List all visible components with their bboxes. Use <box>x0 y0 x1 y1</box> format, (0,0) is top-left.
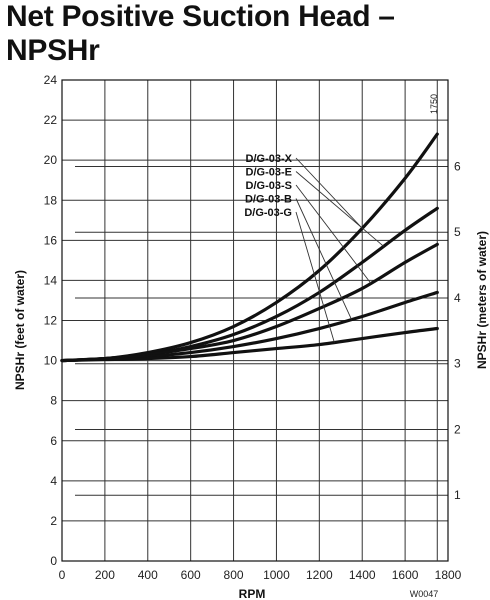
y2-tick-label: 2 <box>454 422 461 436</box>
legend-entry: D/G-03-S <box>246 180 292 192</box>
leader-line <box>295 184 372 284</box>
x-tick-label: 200 <box>95 568 115 582</box>
tick-labels: 0 200 400 600 800 1000 1200 1400 1600 18000246810… <box>44 73 462 582</box>
x-tick-label: 1000 <box>263 568 290 582</box>
leader-line <box>295 157 363 229</box>
title-line-1: Net Positive Suction Head – <box>6 0 395 33</box>
series-line <box>60 206 439 363</box>
y-tick-label: 2 <box>50 514 57 528</box>
y-tick-label: 18 <box>44 193 58 207</box>
y-tick-label: 22 <box>44 113 58 127</box>
y-tick-label: 16 <box>44 233 58 247</box>
x-tick-label: 600 <box>181 568 201 582</box>
x-tick-label: 1400 <box>349 568 376 582</box>
title-line-2: NPSHr <box>6 34 100 67</box>
y-axis-label: NPSHr (feet of water) <box>13 270 27 390</box>
x-tick-label: 1200 <box>306 568 333 582</box>
plot-border <box>61 79 449 562</box>
y-tick-label: 4 <box>50 474 57 488</box>
legend-entry: D/G-03-G <box>244 207 292 219</box>
rpm-marker-label: 1750 <box>429 94 439 114</box>
y2-tick-label: 4 <box>454 291 461 305</box>
y-tick-label: 10 <box>44 354 58 368</box>
y2-tick-label: 5 <box>454 225 461 239</box>
series-line <box>60 326 439 363</box>
figure-code: W0047 <box>410 589 439 599</box>
grid-lines <box>62 80 448 561</box>
leader-line <box>295 198 352 320</box>
y-tick-label: 12 <box>44 314 58 328</box>
y-tick-label: 20 <box>44 153 58 167</box>
legend-entry: D/G-03-E <box>246 167 292 179</box>
x-axis-label: RPM <box>239 587 266 600</box>
y-tick-label: 24 <box>44 73 58 87</box>
meters-grid-lines <box>75 165 448 496</box>
leader-line <box>295 211 335 343</box>
chart-title: Net Positive Suction Head – NPSHr <box>6 0 395 68</box>
y-tick-label: 6 <box>50 434 57 448</box>
plot-frame <box>61 79 449 562</box>
leader-line <box>295 171 384 247</box>
y2-tick-label: 6 <box>454 159 461 173</box>
y2-axis-label: NPSHr (meters of water) <box>475 231 489 369</box>
x-tick-label: 1800 <box>435 568 462 582</box>
y-tick-label: 14 <box>44 273 58 287</box>
x-tick-label: 1600 <box>392 568 419 582</box>
legend-entry: D/G-03-X <box>246 153 293 165</box>
x-tick-label: 800 <box>224 568 244 582</box>
x-tick-label: 0 <box>59 568 66 582</box>
legend-leader-lines <box>295 157 384 343</box>
legend: D/G-03-X D/G-03-ED/G-03-S D/G-03-BD/G-03-G <box>244 153 292 219</box>
series-curves <box>60 132 439 363</box>
legend-entry: D/G-03-B <box>245 194 292 206</box>
y-tick-label: 0 <box>50 554 57 568</box>
y2-tick-label: 1 <box>454 488 461 502</box>
axis-labels: RPM NPSHr (feet of water) NPSHr (meters … <box>13 94 489 600</box>
y-tick-label: 8 <box>50 394 57 408</box>
y2-tick-label: 3 <box>454 357 461 371</box>
x-tick-label: 400 <box>138 568 158 582</box>
